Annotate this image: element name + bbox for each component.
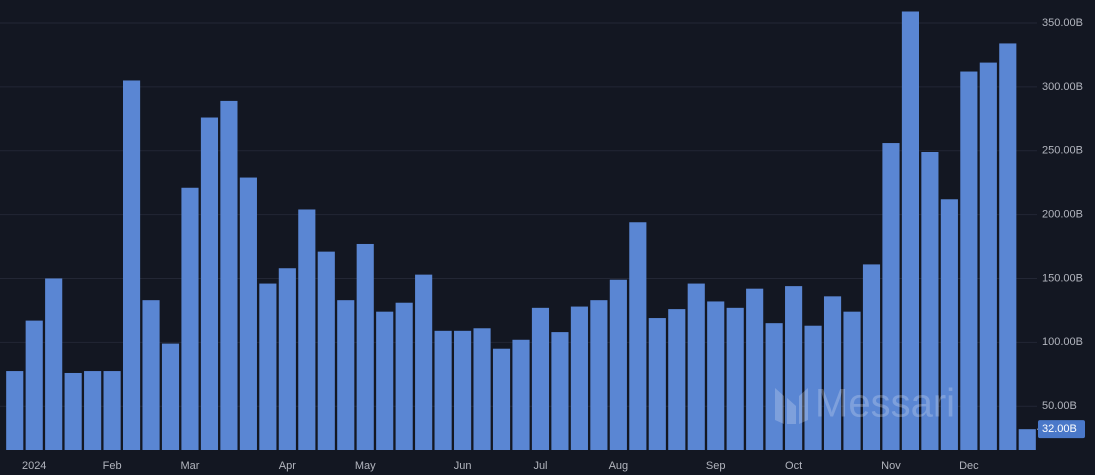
x-tick-label: May [355, 460, 376, 472]
y-tick-label: 300.00B [1042, 81, 1083, 93]
bar [531, 307, 550, 450]
x-tick-label: Feb [103, 460, 122, 472]
bar [122, 80, 141, 450]
bar [882, 143, 900, 451]
bar [843, 311, 861, 450]
bar [746, 288, 764, 450]
bar [1018, 429, 1036, 450]
bar [551, 332, 569, 450]
y-tick-label: 150.00B [1042, 272, 1083, 284]
bar [921, 152, 939, 450]
bar [492, 348, 511, 450]
bar [259, 283, 277, 450]
bar [473, 328, 491, 450]
bar [181, 187, 199, 450]
bar [940, 199, 958, 450]
value-label: 32.00B [1042, 423, 1077, 435]
watermark-logo [775, 388, 808, 424]
bar [823, 296, 842, 450]
bar [999, 43, 1017, 450]
bar [629, 222, 647, 450]
bar [395, 302, 413, 450]
bar [298, 209, 316, 450]
x-tick-label: Aug [609, 460, 629, 472]
bar [804, 325, 822, 450]
bar [142, 300, 160, 450]
bar [337, 300, 355, 450]
y-tick-label: 200.00B [1042, 208, 1083, 220]
bar [278, 268, 296, 450]
y-tick-label: 350.00B [1042, 17, 1083, 29]
x-tick-label: Jun [454, 460, 472, 472]
bar [239, 177, 257, 450]
y-tick-label: 250.00B [1042, 145, 1083, 157]
x-tick-label: Oct [785, 460, 802, 472]
bar [317, 251, 335, 450]
bars [6, 11, 1036, 451]
bar [220, 100, 238, 450]
x-tick-label: Jul [533, 460, 547, 472]
watermark: Messari [815, 382, 955, 426]
bar [707, 301, 725, 450]
bar [6, 371, 24, 450]
bar [609, 279, 627, 450]
bar [960, 71, 978, 451]
bar [570, 306, 588, 450]
x-tick-label: Dec [959, 460, 979, 472]
x-tick-label: Nov [881, 460, 901, 472]
bar [103, 371, 121, 450]
bar [590, 300, 608, 450]
bar [668, 309, 686, 450]
bar [84, 371, 102, 450]
bar [376, 311, 394, 450]
bar [454, 330, 472, 450]
bar [687, 283, 705, 450]
bar [161, 343, 180, 450]
bar [512, 339, 530, 450]
bar [415, 274, 433, 450]
x-tick-label: 2024 [22, 460, 46, 472]
bar [901, 11, 920, 451]
x-tick-label: Mar [181, 460, 200, 472]
bar [356, 243, 374, 450]
bar [979, 62, 997, 450]
bar [64, 372, 82, 450]
bar [434, 330, 452, 450]
bar [785, 286, 803, 450]
y-tick-label: 100.00B [1042, 336, 1083, 348]
bar [200, 117, 219, 450]
y-tick-label: 50.00B [1042, 400, 1077, 412]
value-label-box [1038, 420, 1085, 439]
bar [45, 278, 63, 450]
bar [25, 320, 43, 450]
x-tick-label: Apr [279, 460, 296, 472]
bar [862, 264, 881, 450]
bar [726, 307, 744, 450]
x-tick-label: Sep [706, 460, 726, 472]
bar [648, 318, 666, 450]
bar [765, 323, 783, 450]
